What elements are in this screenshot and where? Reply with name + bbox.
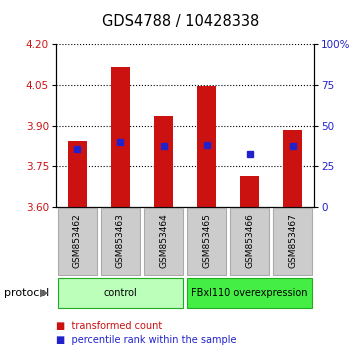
- Bar: [68, 141, 87, 207]
- Bar: [111, 67, 130, 207]
- FancyBboxPatch shape: [58, 278, 183, 308]
- Text: control: control: [104, 288, 137, 298]
- Text: GSM853467: GSM853467: [288, 213, 297, 268]
- Bar: [154, 116, 173, 207]
- Text: ■  transformed count: ■ transformed count: [56, 321, 162, 331]
- Text: ▶: ▶: [40, 288, 48, 298]
- FancyBboxPatch shape: [101, 208, 140, 275]
- FancyBboxPatch shape: [144, 208, 183, 275]
- Text: ■  percentile rank within the sample: ■ percentile rank within the sample: [56, 335, 236, 345]
- FancyBboxPatch shape: [273, 208, 312, 275]
- Bar: [197, 86, 216, 207]
- Text: GSM853464: GSM853464: [159, 213, 168, 268]
- Text: protocol: protocol: [4, 288, 49, 298]
- FancyBboxPatch shape: [187, 278, 312, 308]
- FancyBboxPatch shape: [58, 208, 97, 275]
- FancyBboxPatch shape: [230, 208, 269, 275]
- Bar: [283, 130, 302, 207]
- FancyBboxPatch shape: [187, 208, 226, 275]
- Text: FBxl110 overexpression: FBxl110 overexpression: [191, 288, 308, 298]
- Text: GSM853462: GSM853462: [73, 213, 82, 268]
- Text: GDS4788 / 10428338: GDS4788 / 10428338: [102, 14, 259, 29]
- Text: GSM853465: GSM853465: [202, 213, 211, 268]
- Text: GSM853466: GSM853466: [245, 213, 254, 268]
- Bar: [240, 176, 259, 207]
- Text: GSM853463: GSM853463: [116, 213, 125, 268]
